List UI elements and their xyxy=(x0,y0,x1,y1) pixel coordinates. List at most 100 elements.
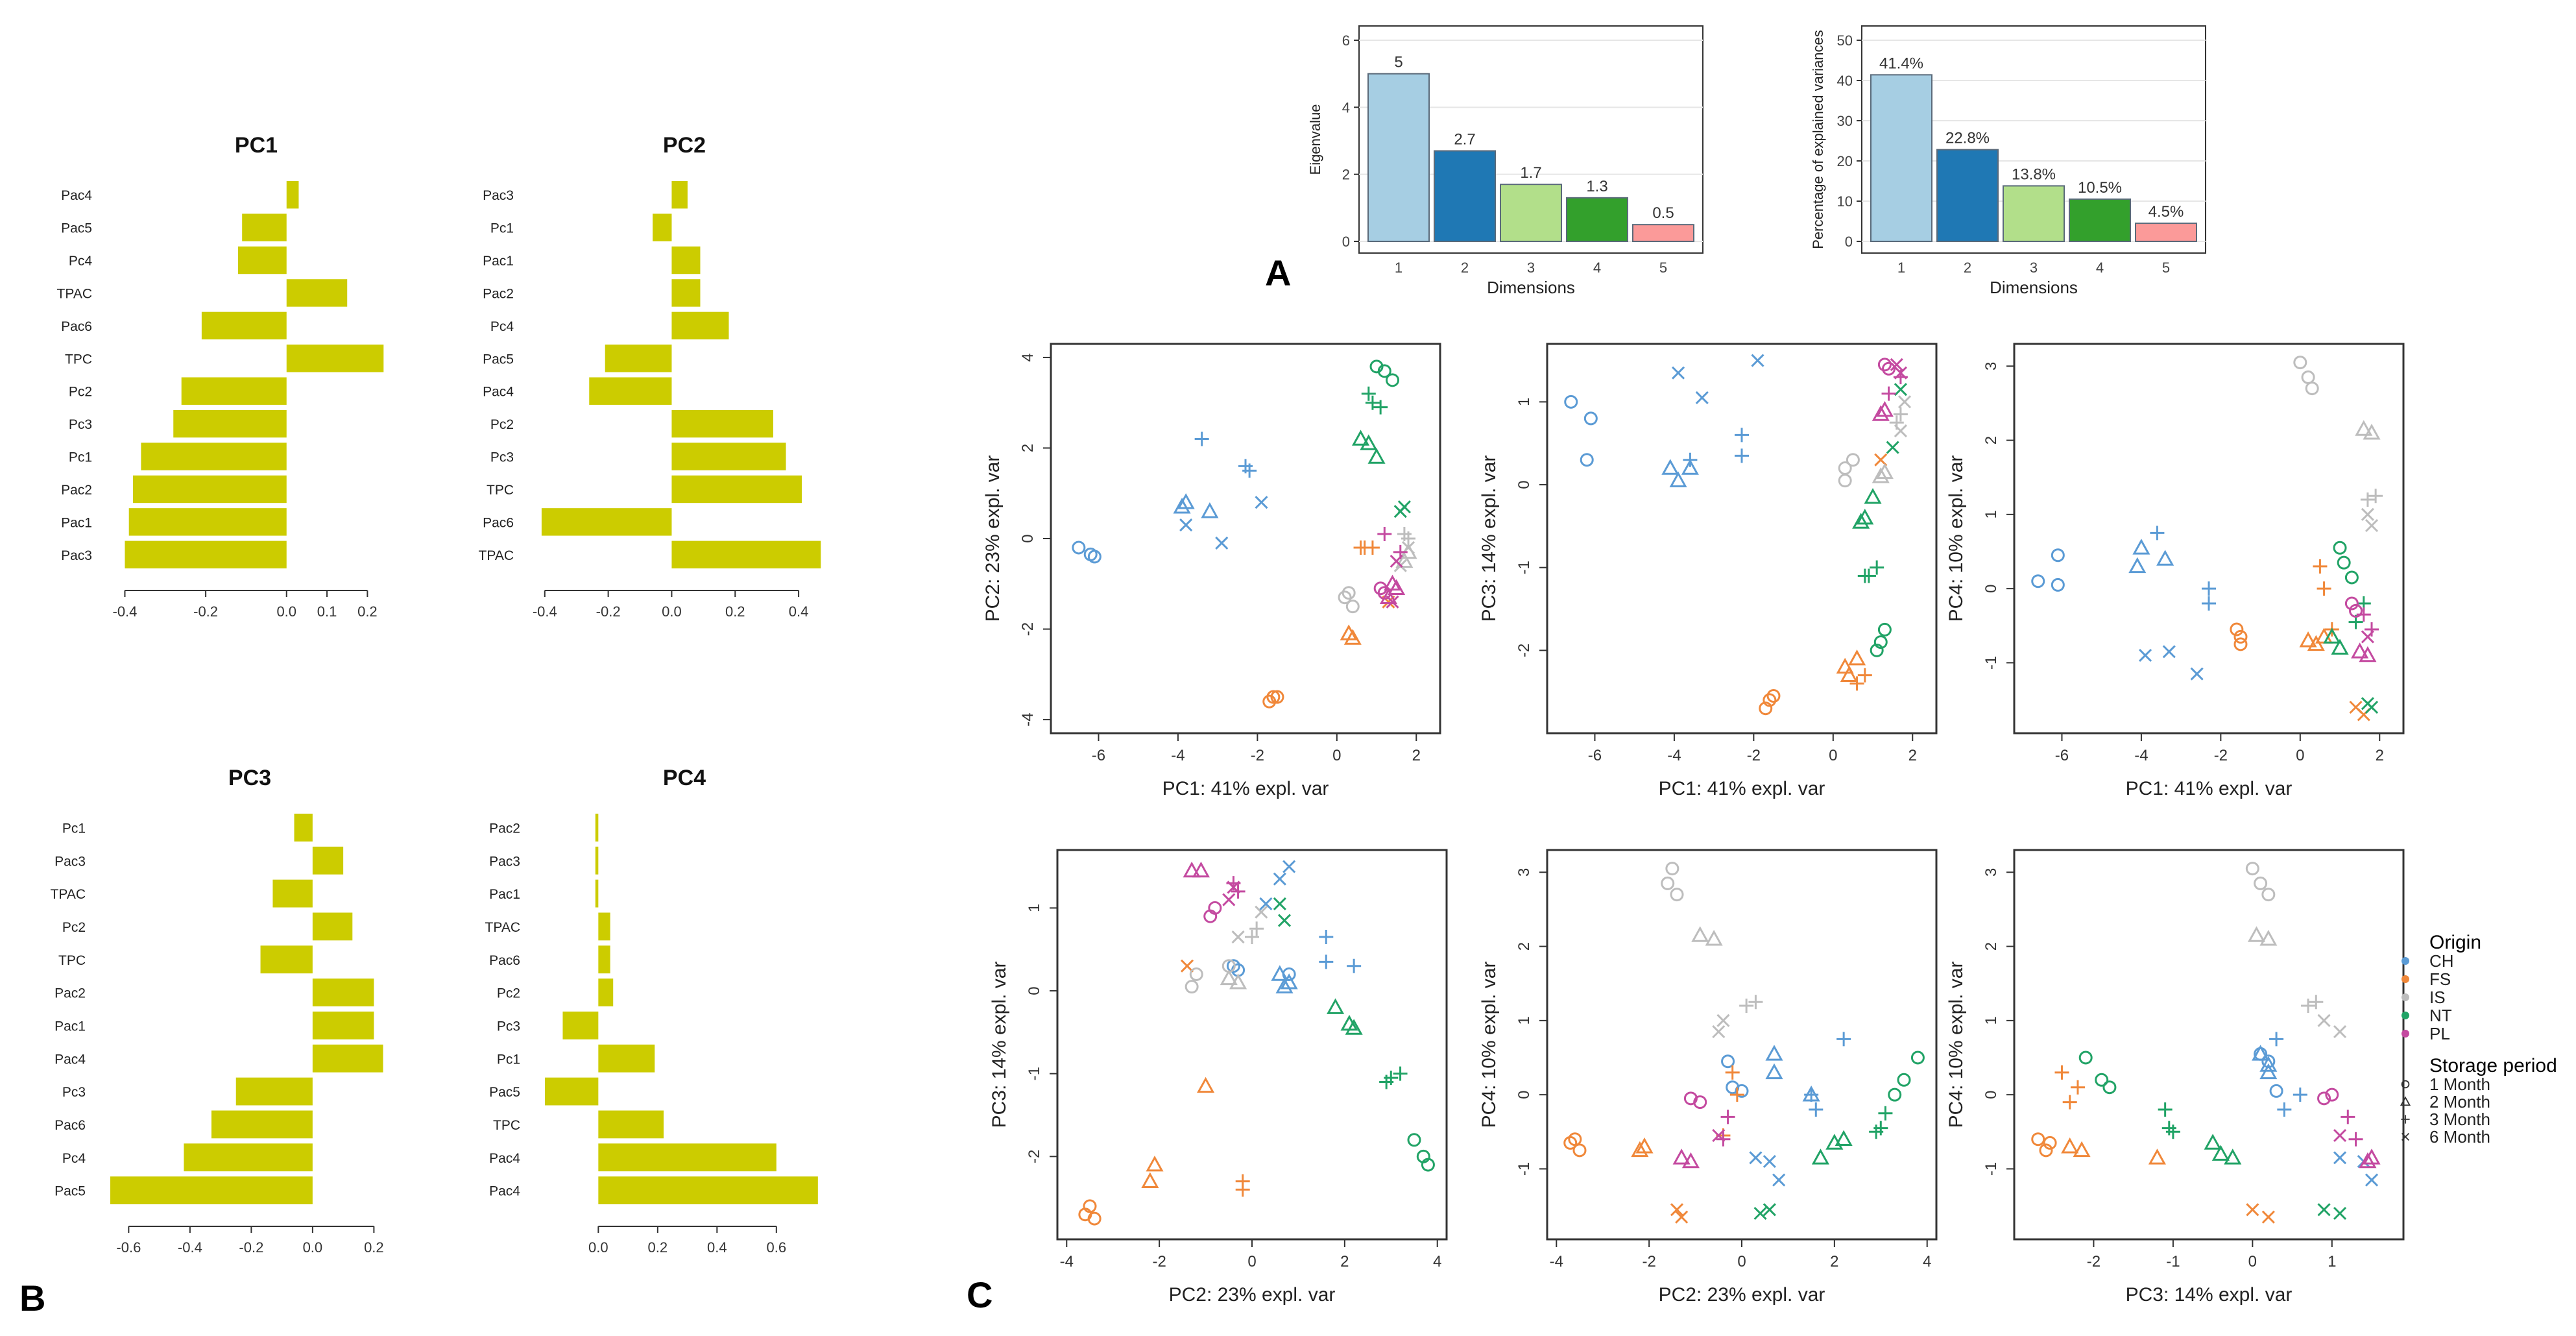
variance-data-label: 4.5% xyxy=(2149,203,2184,221)
pc2-x-tick-label: 0.0 xyxy=(662,603,682,620)
s24-x-tick-label: 4 xyxy=(1923,1253,1931,1270)
eigen-y-tick-label: 0 xyxy=(1342,234,1350,250)
s24-point-nt-plus xyxy=(1869,1124,1884,1139)
s23-y-tick-label: 1 xyxy=(1026,904,1043,912)
s23-point-fs-plus xyxy=(1235,1182,1250,1197)
s23-point-fs-triangle xyxy=(1197,1076,1215,1093)
s24-point-ch-cross xyxy=(1763,1154,1776,1169)
s13-y-axis-title: PC3: 14% expl. var xyxy=(1478,455,1500,622)
s13-point-fs-plus xyxy=(1849,676,1864,691)
s12-y-axis-title: PC2: 23% expl. var xyxy=(982,455,1004,622)
s14-point-fs-circle xyxy=(2233,629,2248,644)
eigen-x-tick-label: 3 xyxy=(1527,260,1535,276)
variance-data-label: 13.8% xyxy=(2012,165,2056,183)
s12-x-tick-label: 2 xyxy=(1412,747,1421,764)
s12-point-nt-triangle xyxy=(1352,430,1370,446)
pc4-x-tick-label: 0.2 xyxy=(648,1239,668,1256)
pc4-bar xyxy=(595,879,599,908)
s24-point-pl-cross xyxy=(1712,1128,1726,1143)
s14-plot-frame xyxy=(2013,343,2405,735)
legend-origin-swatch xyxy=(2401,975,2409,983)
pc2-bar xyxy=(589,377,672,405)
pc2-bar xyxy=(671,279,701,307)
s23-y-tick-label: -2 xyxy=(1026,1150,1043,1163)
s24-point-pl-plus xyxy=(1720,1110,1735,1124)
s14-point-pl-circle xyxy=(2349,603,2363,618)
s24-y-axis-title: PC4: 10% expl. var xyxy=(1478,962,1500,1128)
legend-origin-label: IS xyxy=(2429,988,2446,1007)
s13-y-tick-label: 1 xyxy=(1515,398,1533,406)
s23-point-ch-cross xyxy=(1273,872,1286,886)
pc4-x-tick-label: 0.6 xyxy=(767,1239,787,1256)
s23-x-tick-label: 0 xyxy=(1247,1253,1256,1270)
s12-point-nt-cross xyxy=(1393,505,1407,518)
eigen-data-label: 1.3 xyxy=(1586,178,1607,195)
s13-point-fs-triangle xyxy=(1836,657,1854,674)
s12-y-tick-label: 4 xyxy=(1019,353,1037,361)
s24-y-tick-label: -1 xyxy=(1515,1162,1533,1176)
s13-point-nt-triangle xyxy=(1856,508,1874,525)
variance-y-tick-label: 40 xyxy=(1837,73,1853,89)
pc3-category-label: Pc1 xyxy=(62,821,86,836)
s13-point-ch-triangle xyxy=(1661,459,1679,475)
s23-point-pl-circle xyxy=(1208,901,1222,915)
eigen-x-tick-label: 4 xyxy=(1593,260,1601,276)
s24-x-tick-label: -2 xyxy=(1642,1253,1655,1270)
s14-point-ch-circle xyxy=(2031,574,2045,589)
legend-origin-swatch xyxy=(2401,1012,2409,1019)
pc4-bar xyxy=(598,1044,655,1073)
pc3-bar xyxy=(312,1012,374,1039)
pc1-bar xyxy=(242,213,287,241)
pc3-x-tick-label: -0.4 xyxy=(178,1239,202,1256)
s12-y-tick-label: -2 xyxy=(1019,622,1037,636)
s14-point-fs-triangle xyxy=(2307,635,2325,651)
pc4-bar xyxy=(545,1077,599,1106)
s24-point-fs-circle xyxy=(1563,1136,1578,1150)
s14-point-fs-plus xyxy=(2317,581,2331,596)
s23-point-nt-cross xyxy=(1277,914,1292,927)
pc2-title: PC2 xyxy=(663,133,706,158)
s12-point-pl-triangle xyxy=(1388,579,1406,596)
s24-point-is-plus xyxy=(1739,999,1754,1013)
legend-storage-triangle-icon xyxy=(2400,1096,2411,1106)
s12-point-fs-plus xyxy=(1365,540,1380,555)
s13-x-tick-label: -2 xyxy=(1747,747,1761,764)
s14-point-is-cross xyxy=(2361,507,2374,521)
s14-x-axis-title: PC1: 41% expl. var xyxy=(2126,778,2293,799)
s34-point-fs-circle xyxy=(2043,1136,2057,1150)
variance-x-tick-label: 2 xyxy=(1964,260,1971,276)
s23-point-ch-plus xyxy=(1319,954,1334,969)
s24-point-ch-plus xyxy=(1809,1102,1824,1117)
s34-point-fs-cross xyxy=(2246,1203,2259,1217)
s14-point-is-circle xyxy=(2305,382,2319,396)
s24-y-tick-label: 0 xyxy=(1515,1090,1533,1099)
scatter-pc2-pc3: -4 -2 0 2 4 -2 -1 0 1 PC2: 23% expl. var PC3: 14% … xyxy=(989,849,1448,1306)
s13-point-fs-plus xyxy=(1857,668,1872,683)
s13-point-pl-circle xyxy=(1882,361,1896,376)
s14-point-fs-triangle xyxy=(2299,631,2317,648)
s34-point-fs-triangle xyxy=(2073,1141,2091,1158)
s13-point-is-circle xyxy=(1846,453,1860,467)
pc4-bar xyxy=(598,1143,776,1172)
s24-point-nt-cross xyxy=(1753,1206,1767,1221)
variance-bar xyxy=(1870,74,1932,242)
s24-point-is-cross xyxy=(1712,1025,1726,1039)
pc2-category-label: Pc4 xyxy=(490,319,514,334)
pc1-bar xyxy=(132,475,287,504)
s23-y-tick-label: -1 xyxy=(1026,1067,1043,1080)
s13-point-is-circle xyxy=(1838,474,1852,488)
s13-point-pl-plus xyxy=(1881,386,1896,401)
s34-point-nt-triangle xyxy=(2224,1148,2242,1165)
s23-point-ch-cross xyxy=(1259,897,1273,911)
pc3-title: PC3 xyxy=(228,766,271,790)
variance-bar xyxy=(2069,198,2131,242)
pc3-bar xyxy=(260,945,313,974)
s12-x-axis-title: PC1: 41% expl. var xyxy=(1162,778,1329,799)
variance-y-axis-title: Percentage of explained variances xyxy=(1810,30,1826,249)
s34-point-is-plus xyxy=(2309,995,2324,1010)
pc3-category-label: Pac5 xyxy=(54,1184,86,1199)
s23-y-axis-title: PC3: 14% expl. var xyxy=(989,962,1010,1128)
s24-x-axis-title: PC2: 23% expl. var xyxy=(1659,1284,1825,1306)
pc3-bar xyxy=(272,879,313,908)
s24-point-fs-plus xyxy=(1729,1087,1744,1102)
